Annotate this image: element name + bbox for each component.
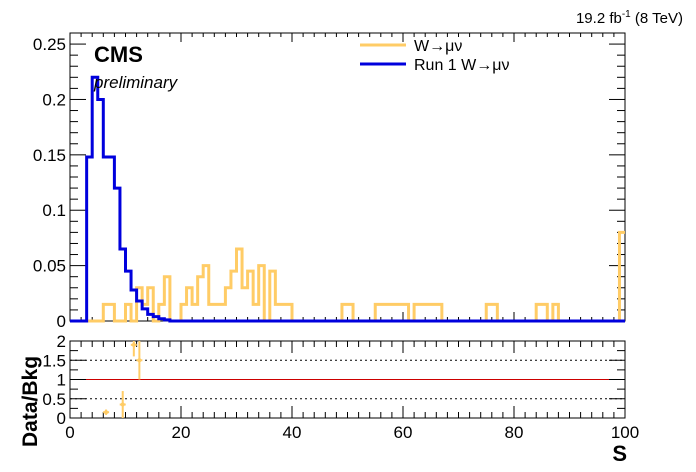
- x-axis-label: S: [612, 441, 627, 466]
- ratio-y-tick-label: 1: [57, 371, 66, 390]
- ratio-y-tick-label: 0.5: [42, 390, 66, 409]
- ratio-y-tick-label: 2: [57, 332, 66, 351]
- top-y-tick-labels: 0 0.05 0.1 0.15 0.2 0.25: [33, 35, 66, 331]
- y-tick-label: 0.05: [33, 257, 66, 276]
- ratio-ticks: [69, 340, 626, 419]
- legend-label-run1: Run 1 W→μν: [414, 57, 509, 74]
- ratio-point: [104, 410, 109, 415]
- top-panel: 0 0.05 0.1 0.15 0.2 0.25 CMS preliminary W→μν…: [33, 32, 626, 331]
- ratio-y-tick-label: 0: [57, 409, 66, 428]
- ratio-panel: 00.511.52 0 20 40 60 80 100 Data/Bkg S: [19, 332, 639, 466]
- ratio-point: [120, 402, 125, 407]
- x-tick-label: 80: [505, 423, 524, 442]
- x-tick-label: 60: [394, 423, 413, 442]
- cms-label: CMS: [94, 42, 143, 67]
- hist-series: [70, 75, 625, 323]
- series-line-run1: [70, 75, 625, 323]
- ratio-lines: [70, 359, 625, 400]
- y-axis-label: Data/Bkg: [19, 356, 42, 447]
- x-tick-label: 20: [172, 423, 191, 442]
- x-tick-label: 100: [611, 423, 639, 442]
- legend-label-w: W→μν: [414, 38, 462, 55]
- luminosity-label: 19.2 fb-1 (8 TeV): [575, 9, 683, 27]
- legend: W→μν Run 1 W→μν: [360, 38, 509, 74]
- preliminary-label: preliminary: [93, 73, 179, 92]
- x-tick-labels: 0 20 40 60 80 100: [65, 423, 639, 442]
- ratio-points: [103, 341, 143, 418]
- x-tick-label: 0: [65, 423, 74, 442]
- x-tick-label: 40: [283, 423, 302, 442]
- ratio-point: [131, 342, 136, 347]
- y-tick-label: 0: [57, 312, 66, 331]
- ratio-point: [137, 358, 142, 363]
- y-tick-label: 0.25: [33, 35, 66, 54]
- y-tick-label: 0.15: [33, 146, 66, 165]
- ratio-y-tick-label: 1.5: [42, 351, 66, 370]
- ratio-y-tick-labels: 00.511.52: [42, 332, 66, 428]
- y-tick-label: 0.1: [42, 201, 66, 220]
- y-tick-label: 0.2: [42, 90, 66, 109]
- series-line-w: [70, 230, 625, 323]
